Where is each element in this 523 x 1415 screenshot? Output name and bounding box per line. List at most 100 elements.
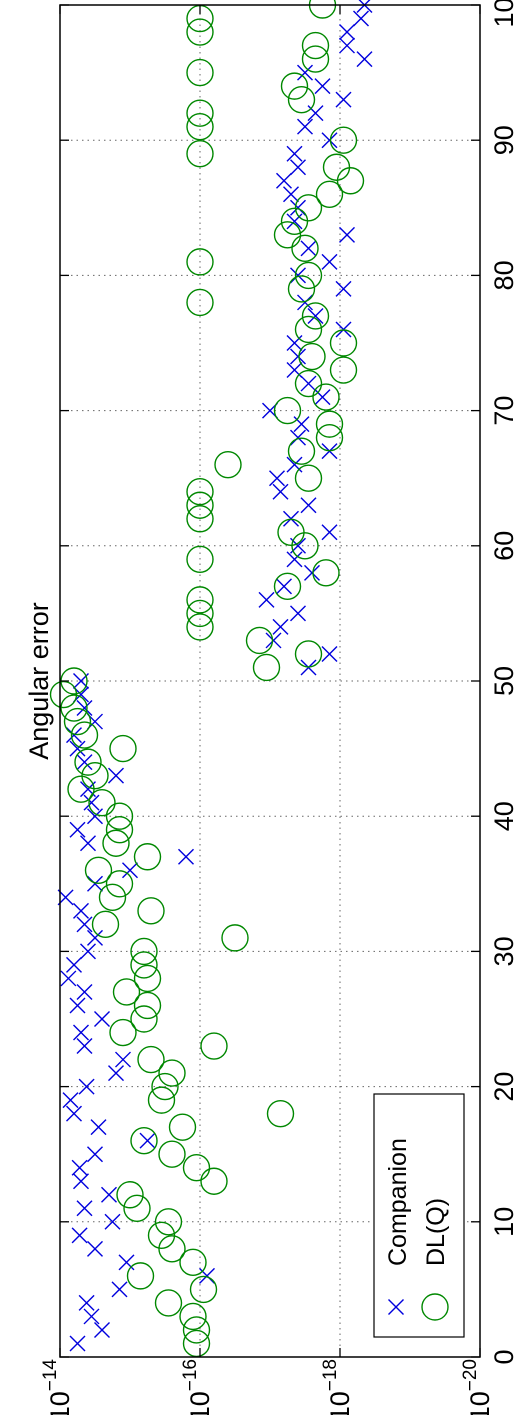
- dlq-point: [186, 112, 214, 141]
- dlq-point: [301, 45, 330, 73]
- dlq-point: [315, 423, 344, 452]
- companion-point: [111, 1281, 128, 1298]
- companion-point: [73, 1173, 89, 1190]
- companion-point: [87, 929, 103, 946]
- companion-point: [321, 645, 338, 662]
- legend-box: [373, 1093, 465, 1338]
- dlq-point: [186, 599, 214, 628]
- companion-point: [297, 294, 313, 311]
- x-tick-label: 10: [489, 1207, 519, 1237]
- dlq-point: [200, 1167, 228, 1195]
- dlq-point: [287, 275, 316, 303]
- companion-point: [286, 551, 303, 568]
- x-tick-label: 100: [489, 0, 519, 28]
- companion-point: [290, 429, 306, 446]
- companion-point: [297, 118, 313, 135]
- dlq-point: [74, 748, 102, 776]
- companion-point: [272, 618, 289, 635]
- dlq-point: [329, 356, 358, 384]
- dlq-point: [294, 369, 323, 398]
- companion-point: [101, 1186, 117, 1203]
- dlq-point: [312, 383, 340, 411]
- companion-point: [297, 64, 313, 81]
- dlq-point: [105, 802, 134, 830]
- dlq-point: [130, 937, 158, 966]
- companion-point: [339, 24, 355, 41]
- dlq-point: [186, 99, 214, 127]
- dlq-point: [109, 734, 137, 763]
- dlq-point: [168, 1113, 197, 1141]
- dlq-point: [186, 288, 214, 317]
- dlq-point: [60, 694, 88, 722]
- companion-point: [78, 1078, 95, 1095]
- companion-point: [258, 591, 275, 608]
- dlq-point: [123, 1194, 151, 1222]
- dlq-point: [301, 302, 330, 330]
- dlq-point: [70, 721, 99, 749]
- companion-point: [339, 226, 355, 243]
- y-tick-label: 10−20: [460, 1359, 495, 1415]
- dlq-point: [151, 1072, 179, 1101]
- dlq-point: [130, 1005, 158, 1033]
- companion-point: [290, 348, 306, 365]
- dlq-point: [294, 261, 323, 290]
- dlq-point: [252, 653, 281, 682]
- dlq-point: [186, 140, 214, 168]
- dlq-point: [221, 924, 249, 952]
- companion-point: [290, 199, 306, 216]
- companion-point: [339, 37, 355, 54]
- dlq-point: [105, 816, 134, 844]
- companion-point: [314, 78, 331, 95]
- companion-point: [108, 767, 124, 784]
- companion-point: [139, 1132, 156, 1149]
- dlq-point: [179, 1248, 207, 1277]
- dlq-point: [179, 1302, 207, 1331]
- dlq-point: [315, 410, 344, 438]
- legend-o-marker: [421, 1293, 449, 1321]
- dlq-point: [63, 707, 92, 736]
- dlq-point: [287, 437, 316, 465]
- companion-point: [90, 1119, 107, 1136]
- companion-point: [71, 1159, 88, 1176]
- companion-point: [276, 578, 292, 595]
- dlq-point: [105, 870, 134, 898]
- dlq-point: [294, 194, 323, 222]
- companion-point: [60, 970, 77, 987]
- dlq-point: [112, 978, 141, 1006]
- companion-point: [290, 159, 306, 176]
- dlq-point: [158, 1235, 186, 1263]
- dlq-point: [182, 1316, 211, 1344]
- companion-point: [94, 1011, 110, 1027]
- companion-point: [87, 808, 103, 825]
- x-tick-label: 90: [489, 125, 519, 155]
- data-points: [49, 0, 373, 1358]
- dlq-point: [154, 1208, 183, 1236]
- companion-point: [76, 983, 93, 1000]
- companion-point: [265, 632, 282, 649]
- x-tick-label: 80: [489, 260, 519, 290]
- dlq-point: [98, 883, 127, 912]
- companion-point: [71, 1227, 88, 1244]
- legend-label-dlq: DL(Q): [422, 1198, 450, 1266]
- legend: Companion DL(Q): [373, 1093, 465, 1338]
- dlq-point: [322, 153, 351, 181]
- companion-point: [83, 794, 100, 811]
- legend-marker-dlq: [421, 1293, 449, 1321]
- companion-point: [335, 280, 352, 297]
- dlq-point: [186, 248, 214, 276]
- dlq-point: [277, 518, 305, 546]
- companion-point: [66, 727, 82, 744]
- companion-point: [276, 172, 292, 189]
- dlq-point: [137, 1045, 165, 1074]
- x-tick-label: 70: [489, 396, 519, 426]
- dlq-point: [186, 491, 214, 519]
- dlq-point: [312, 559, 340, 587]
- companion-point: [87, 1146, 103, 1163]
- dlq-point: [186, 18, 214, 46]
- y-tick-label: 10−16: [180, 1359, 215, 1415]
- dlq-point: [301, 31, 330, 60]
- companion-point: [94, 1321, 110, 1338]
- dlq-point: [137, 897, 165, 925]
- dlq-point: [273, 572, 302, 601]
- companion-point: [66, 956, 82, 973]
